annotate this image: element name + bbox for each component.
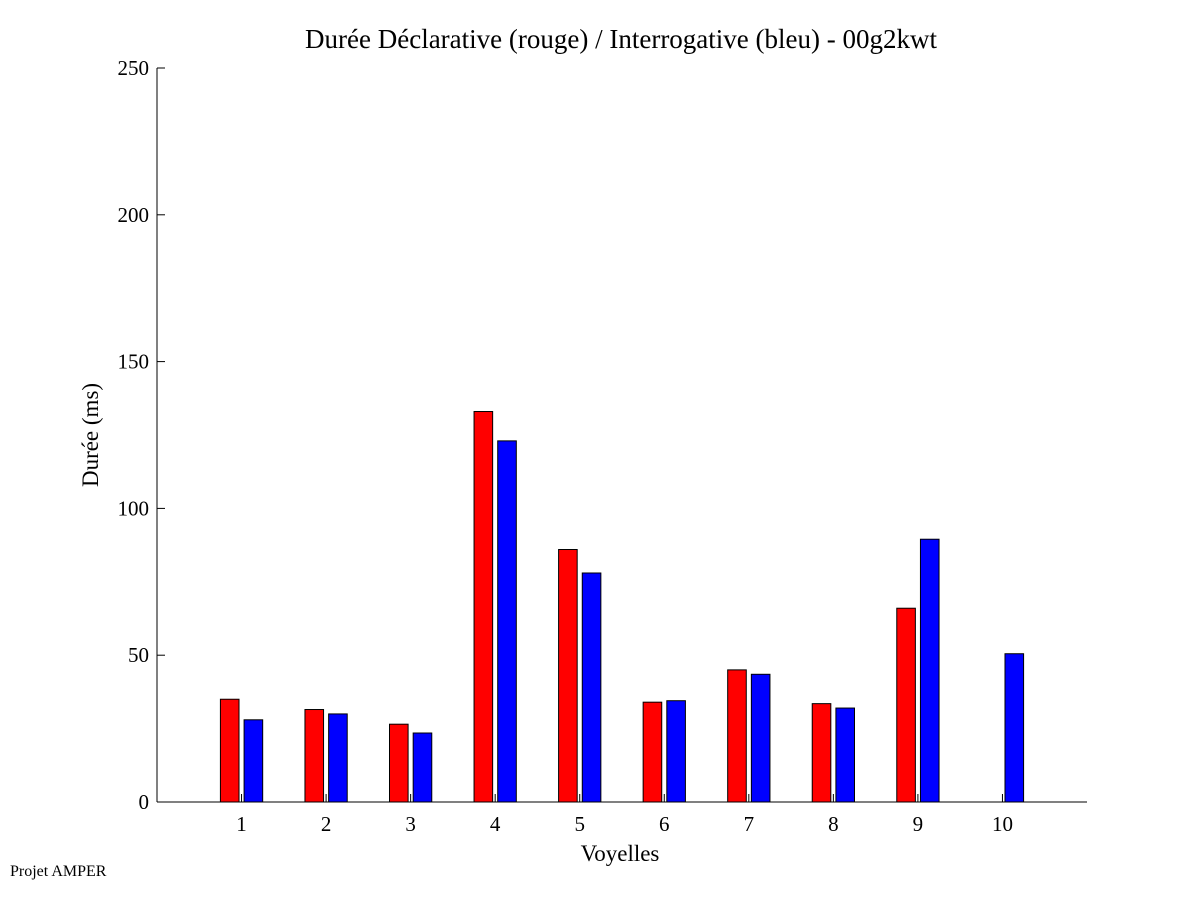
bar-interrogative	[750, 673, 771, 803]
x-tick-label: 4	[490, 812, 501, 836]
plot-area: 0 50 100 150 200 250 1 2 3 4 5 6 7 8 9 10	[118, 56, 1087, 836]
bar-interrogative	[919, 538, 940, 803]
x-tick-label: 9	[913, 812, 924, 836]
y-tick-label: 250	[118, 56, 150, 80]
y-tick-label: 100	[118, 496, 150, 520]
bar-interrogative	[243, 719, 264, 803]
y-tick-label: 50	[128, 643, 149, 667]
bar-declarative	[811, 703, 832, 803]
bar-interrogative	[1004, 653, 1025, 803]
bar-interrogative	[497, 440, 517, 803]
bar-interrogative	[835, 707, 856, 803]
x-tick-label: 10	[992, 812, 1013, 836]
bar-interrogative	[412, 732, 433, 803]
footer-credit: Projet AMPER	[10, 863, 107, 880]
x-tick-label: 3	[405, 812, 416, 836]
bar-declarative	[727, 669, 747, 803]
y-tick-label: 150	[118, 350, 150, 374]
y-tick-label: 200	[118, 203, 150, 227]
bar-interrogative	[666, 700, 686, 803]
bar-interrogative	[581, 572, 602, 803]
bar-declarative	[473, 411, 494, 803]
bar-declarative	[304, 709, 325, 803]
x-tick-label: 5	[574, 812, 585, 836]
x-tick-label: 1	[236, 812, 247, 836]
x-tick-label: 7	[744, 812, 755, 836]
bar-declarative	[642, 701, 663, 803]
y-axis-label: Durée (ms)	[78, 383, 103, 487]
bar-declarative	[389, 723, 409, 803]
chart-title: Durée Déclarative (rouge) / Interrogativ…	[305, 24, 937, 54]
x-tick-label: 2	[321, 812, 332, 836]
bar-declarative	[896, 607, 916, 803]
bar-declarative	[558, 549, 578, 803]
x-tick-label: 6	[659, 812, 670, 836]
y-tick-label: 0	[139, 790, 150, 814]
bar-declarative	[219, 698, 240, 803]
bar-interrogative	[328, 713, 348, 803]
x-axis-label: Voyelles	[581, 841, 660, 866]
x-tick-label: 8	[828, 812, 839, 836]
